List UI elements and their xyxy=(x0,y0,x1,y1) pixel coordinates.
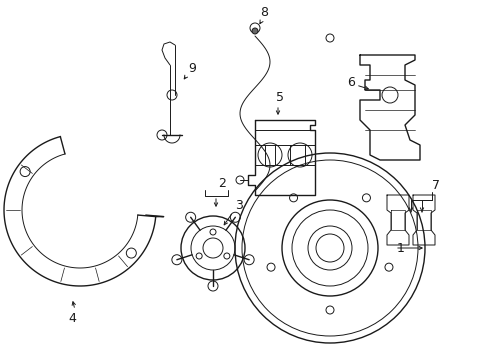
Text: 1: 1 xyxy=(396,242,404,255)
Text: 7: 7 xyxy=(431,179,439,192)
Text: 8: 8 xyxy=(260,5,267,18)
Text: 5: 5 xyxy=(275,90,284,104)
Text: 6: 6 xyxy=(346,76,354,89)
Text: 9: 9 xyxy=(187,62,196,75)
Circle shape xyxy=(251,28,258,34)
Text: 2: 2 xyxy=(218,176,225,189)
Text: 3: 3 xyxy=(235,198,243,212)
Text: 4: 4 xyxy=(68,311,76,324)
